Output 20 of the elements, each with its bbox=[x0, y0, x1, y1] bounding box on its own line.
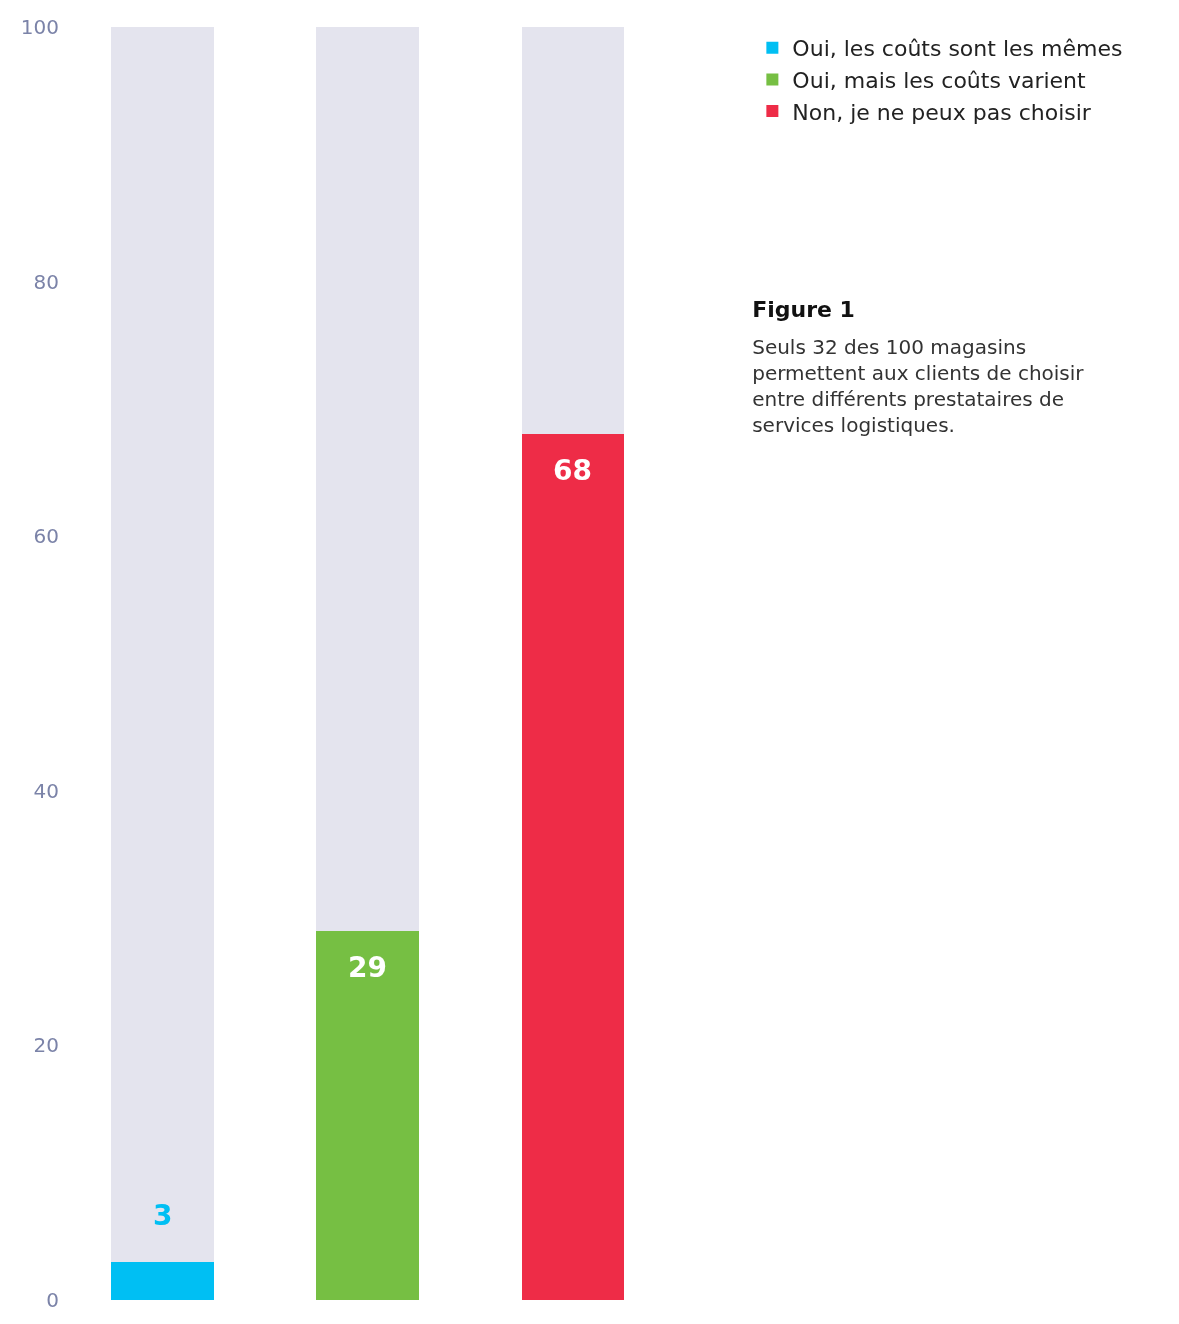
y-tick-label: 0 bbox=[46, 1288, 59, 1312]
data-label: 68 bbox=[553, 454, 592, 487]
data-label: 29 bbox=[348, 951, 387, 984]
y-tick-label: 100 bbox=[20, 15, 59, 39]
y-tick-label: 20 bbox=[33, 1033, 59, 1058]
bar bbox=[521, 27, 625, 435]
bar bbox=[111, 27, 214, 1262]
text: Seuls 32 des 100 magasins permettent aux clients de choisir entre différents prestataires de services logistiques. bbox=[752, 335, 1085, 438]
bar bbox=[521, 434, 625, 1300]
bar bbox=[111, 1261, 214, 1300]
y-tick-label: 60 bbox=[33, 524, 59, 549]
bar bbox=[316, 27, 420, 931]
y-tick-label: 80 bbox=[33, 269, 59, 294]
legend-label: Non, je ne peux pas choisir bbox=[792, 99, 1092, 125]
y-tick-label: 40 bbox=[33, 778, 59, 803]
data-label: 3 bbox=[153, 1199, 173, 1232]
bar bbox=[316, 930, 420, 1300]
legend-label: Oui, les coûts sont les mêmes bbox=[792, 36, 1123, 62]
text: Figure 1 bbox=[752, 297, 855, 323]
legend-label: Oui, mais les coûts varient bbox=[792, 67, 1087, 93]
